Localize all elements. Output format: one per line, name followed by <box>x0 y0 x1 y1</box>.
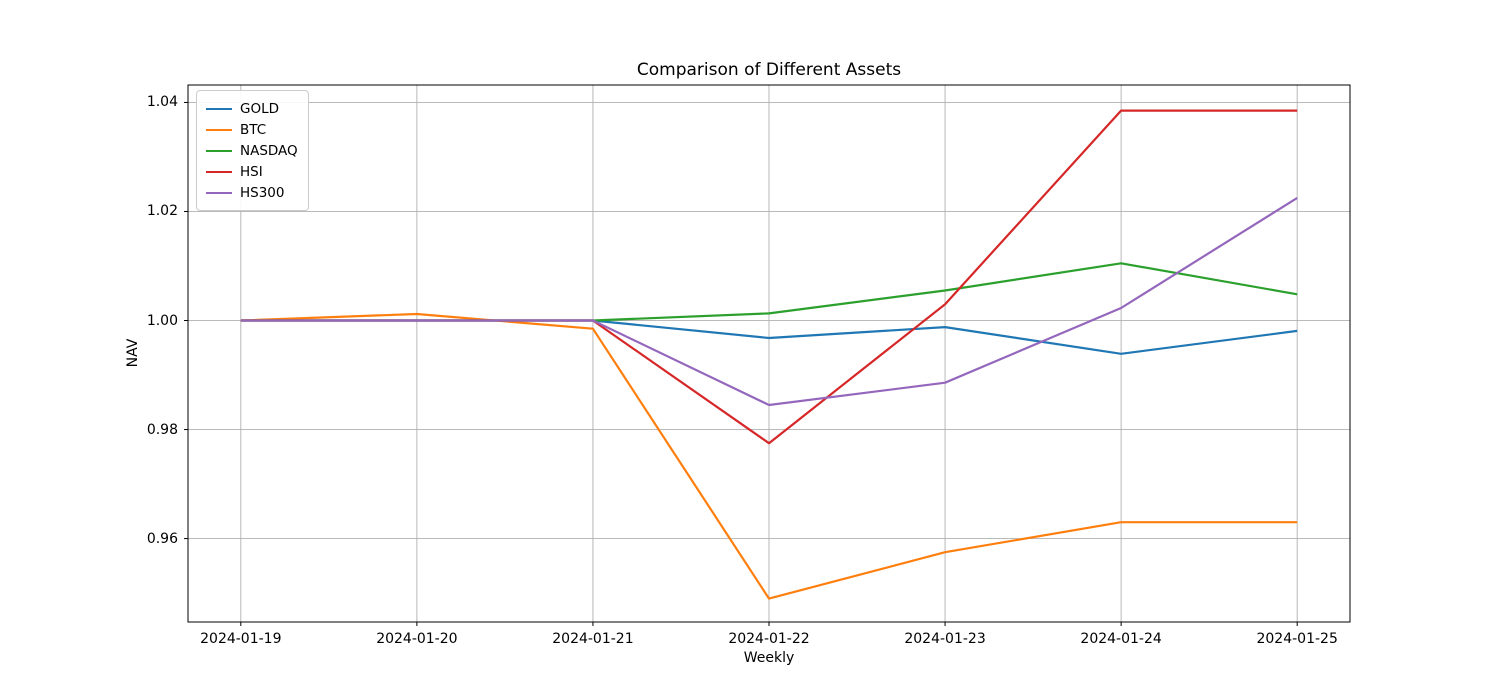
legend-label: NASDAQ <box>240 142 298 159</box>
legend-item-nasdaq: NASDAQ <box>206 140 298 161</box>
y-tick-label: 0.98 <box>146 421 178 438</box>
y-tick-label: 1.04 <box>146 94 178 111</box>
series-line-hs300 <box>240 196 1298 407</box>
y-axis-label: NAV <box>125 338 141 368</box>
chart-title: Comparison of Different Assets <box>636 60 902 80</box>
legend-label: BTC <box>240 121 267 138</box>
legend-label: GOLD <box>240 100 280 117</box>
y-tick-label: 1.02 <box>146 203 178 220</box>
plot-border <box>187 84 1351 623</box>
series-line-btc <box>240 312 1298 600</box>
y-tick-label: 0.96 <box>146 530 178 547</box>
x-tick-label: 2024-01-19 <box>200 631 282 647</box>
legend-label: HS300 <box>240 184 285 201</box>
legend-item-gold: GOLD <box>206 98 298 119</box>
x-tick-label: 2024-01-22 <box>728 631 810 647</box>
legend-item-hs300: HS300 <box>206 182 298 203</box>
legend-label: HSI <box>240 163 263 180</box>
legend-item-btc: BTC <box>206 119 298 140</box>
legend-item-hsi: HSI <box>206 161 298 182</box>
legend-line-sample <box>206 191 232 194</box>
y-tick-label: 1.00 <box>146 312 178 329</box>
x-tick-label: 2024-01-23 <box>904 631 986 647</box>
legend-line-sample <box>206 149 232 152</box>
x-axis-label: Weekly <box>743 650 795 666</box>
legend-line-sample <box>206 128 232 131</box>
legend-line-sample <box>206 170 232 173</box>
x-tick-label: 2024-01-25 <box>1256 631 1338 647</box>
legend: GOLD BTC NASDAQ HSI HS300 <box>196 90 309 211</box>
x-tick-label: 2024-01-24 <box>1080 631 1162 647</box>
x-tick-label: 2024-01-20 <box>376 631 458 647</box>
legend-line-sample <box>206 107 232 110</box>
x-tick-label: 2024-01-21 <box>552 631 634 647</box>
